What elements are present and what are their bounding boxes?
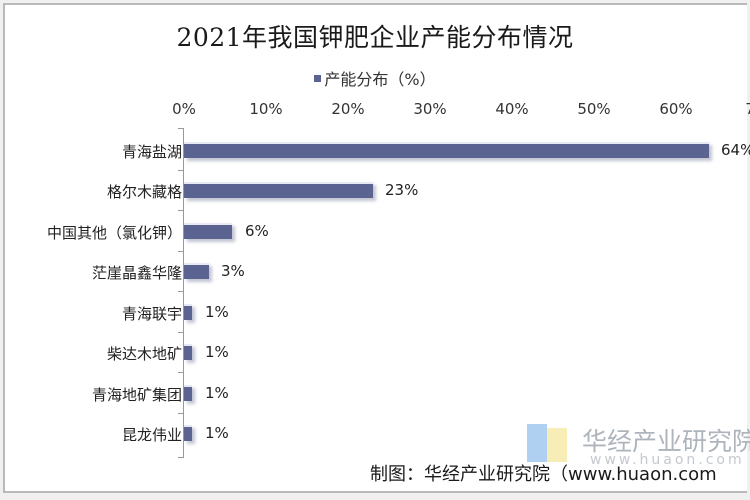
- y-axis-tick: [178, 210, 183, 211]
- x-tick-60: 60%: [659, 100, 693, 118]
- category-label: 格尔木藏格: [106, 183, 182, 201]
- value-label: 1%: [205, 384, 229, 402]
- y-axis-tick: [178, 170, 183, 171]
- category-label: 茫崖晶鑫华隆: [91, 264, 182, 282]
- category-label: 昆龙伟业: [121, 426, 182, 444]
- bar: [184, 142, 709, 158]
- legend: 产能分布（%）: [0, 66, 750, 90]
- category-label: 柴达木地矿: [106, 345, 182, 363]
- watermark-url: www.huaon.com: [590, 452, 745, 468]
- y-axis-tick: [178, 291, 183, 292]
- y-axis-tick: [178, 251, 183, 252]
- watermark-text: 华经产业研究院: [582, 427, 750, 456]
- x-tick-70: 7: [745, 100, 750, 118]
- value-label: 1%: [205, 424, 229, 442]
- legend-swatch: [314, 75, 322, 82]
- bar: [184, 425, 192, 441]
- chart-title: 2021年我国钾肥企业产能分布情况: [176, 23, 574, 52]
- value-label: 6%: [245, 222, 269, 240]
- category-label: 青海地矿集团: [91, 386, 182, 404]
- category-label: 中国其他（氯化钾）: [46, 224, 182, 242]
- bar: [184, 385, 192, 401]
- y-axis-tick: [178, 413, 183, 414]
- bar: [184, 344, 192, 360]
- y-axis: [183, 128, 184, 458]
- x-tick-40: 40%: [495, 100, 529, 118]
- x-tick-0: 0%: [172, 100, 196, 118]
- category-label: 青海联宇: [121, 305, 182, 323]
- y-axis-tick: [178, 457, 183, 458]
- x-tick-20: 20%: [331, 100, 365, 118]
- x-tick-30: 30%: [413, 100, 447, 118]
- bar: [184, 223, 232, 239]
- bar: [184, 304, 192, 320]
- legend-label: 产能分布（%）: [324, 70, 436, 89]
- value-label: 64%: [721, 141, 750, 159]
- category-label: 青海盐湖: [121, 143, 182, 161]
- value-label: 1%: [205, 343, 229, 361]
- chart-frame: [3, 3, 747, 493]
- value-label: 3%: [221, 262, 245, 280]
- y-axis-tick: [178, 372, 183, 373]
- bar: [184, 182, 373, 198]
- watermark-logo-icon: [527, 424, 567, 462]
- y-axis-tick: [178, 332, 183, 333]
- value-label: 23%: [385, 181, 419, 199]
- x-tick-10: 10%: [249, 100, 283, 118]
- value-label: 1%: [205, 303, 229, 321]
- x-tick-50: 50%: [577, 100, 611, 118]
- y-axis-tick: [178, 128, 183, 129]
- source-note: 制图：华经产业研究院（www.huaon.com: [370, 464, 717, 485]
- bar: [184, 263, 209, 279]
